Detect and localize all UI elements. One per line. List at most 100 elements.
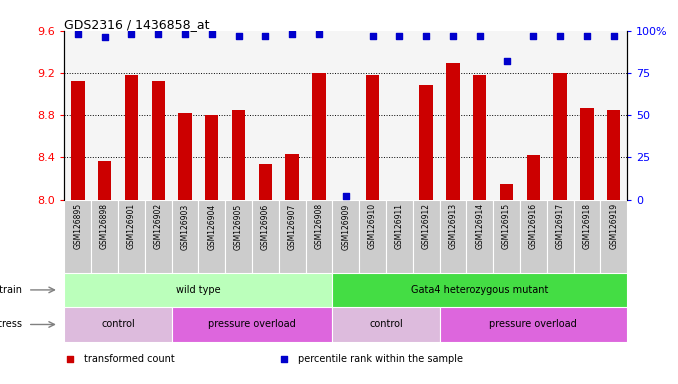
Bar xyxy=(172,200,199,273)
Text: GSM126913: GSM126913 xyxy=(448,204,458,250)
Point xyxy=(367,33,378,39)
Text: percentile rank within the sample: percentile rank within the sample xyxy=(298,354,463,364)
Bar xyxy=(553,73,567,200)
Text: stress: stress xyxy=(0,319,22,329)
Point xyxy=(582,33,593,39)
Text: transformed count: transformed count xyxy=(84,354,175,364)
Bar xyxy=(546,200,574,273)
Bar xyxy=(580,108,594,200)
Bar xyxy=(92,200,118,273)
Bar xyxy=(64,200,92,273)
Point xyxy=(279,356,290,362)
Bar xyxy=(125,75,138,200)
Bar xyxy=(199,200,225,273)
Text: wild type: wild type xyxy=(176,285,221,295)
Bar xyxy=(64,307,172,342)
Point xyxy=(475,33,485,39)
Point xyxy=(99,35,110,41)
Bar xyxy=(285,154,299,200)
Text: GSM126910: GSM126910 xyxy=(368,204,377,250)
Text: GSM126912: GSM126912 xyxy=(422,204,431,249)
Bar xyxy=(386,200,413,273)
Point xyxy=(501,58,512,64)
Bar xyxy=(172,307,332,342)
Point xyxy=(447,33,458,39)
Text: GSM126919: GSM126919 xyxy=(610,204,618,250)
Bar xyxy=(64,273,332,307)
Bar xyxy=(306,200,332,273)
Point xyxy=(180,31,191,37)
Text: GSM126916: GSM126916 xyxy=(529,204,538,250)
Text: GSM126906: GSM126906 xyxy=(261,204,270,250)
Point xyxy=(394,33,405,39)
Bar xyxy=(279,200,306,273)
Bar xyxy=(600,200,627,273)
Text: GSM126901: GSM126901 xyxy=(127,204,136,250)
Text: GSM126898: GSM126898 xyxy=(100,204,109,249)
Point xyxy=(313,31,324,37)
Bar xyxy=(145,200,172,273)
Text: GSM126904: GSM126904 xyxy=(207,204,216,250)
Point xyxy=(73,31,83,37)
Text: GDS2316 / 1436858_at: GDS2316 / 1436858_at xyxy=(64,18,210,31)
Text: Gata4 heterozygous mutant: Gata4 heterozygous mutant xyxy=(411,285,549,295)
Bar xyxy=(332,307,439,342)
Text: GSM126918: GSM126918 xyxy=(582,204,591,249)
Bar xyxy=(420,84,433,200)
Text: GSM126915: GSM126915 xyxy=(502,204,511,250)
Bar xyxy=(527,155,540,200)
Bar xyxy=(225,200,252,273)
Bar xyxy=(252,200,279,273)
Point xyxy=(528,33,539,39)
Text: pressure overload: pressure overload xyxy=(490,319,577,329)
Bar xyxy=(98,161,111,200)
Point xyxy=(555,33,565,39)
Bar xyxy=(439,200,466,273)
Point xyxy=(153,31,163,37)
Bar xyxy=(520,200,546,273)
Bar xyxy=(259,164,272,200)
Text: GSM126902: GSM126902 xyxy=(154,204,163,250)
Bar xyxy=(118,200,145,273)
Point xyxy=(608,33,619,39)
Point xyxy=(233,33,244,39)
Point xyxy=(287,31,298,37)
Bar xyxy=(466,200,493,273)
Text: GSM126911: GSM126911 xyxy=(395,204,404,249)
Bar xyxy=(574,200,600,273)
Bar xyxy=(607,110,620,200)
Bar xyxy=(439,307,627,342)
Bar xyxy=(413,200,439,273)
Bar xyxy=(232,110,245,200)
Text: control: control xyxy=(369,319,403,329)
Bar xyxy=(332,200,359,273)
Point xyxy=(126,31,137,37)
Text: GSM126909: GSM126909 xyxy=(341,204,351,250)
Text: pressure overload: pressure overload xyxy=(208,319,296,329)
Bar xyxy=(151,81,165,200)
Text: GSM126917: GSM126917 xyxy=(556,204,565,250)
Point xyxy=(421,33,432,39)
Text: GSM126907: GSM126907 xyxy=(287,204,297,250)
Bar xyxy=(359,200,386,273)
Text: control: control xyxy=(101,319,135,329)
Point xyxy=(260,33,271,39)
Text: GSM126895: GSM126895 xyxy=(73,204,82,250)
Text: GSM126905: GSM126905 xyxy=(234,204,243,250)
Text: GSM126914: GSM126914 xyxy=(475,204,484,250)
Bar xyxy=(332,273,627,307)
Bar xyxy=(313,73,325,200)
Bar xyxy=(473,75,486,200)
Text: GSM126908: GSM126908 xyxy=(315,204,323,250)
Bar xyxy=(366,75,379,200)
Bar xyxy=(493,200,520,273)
Text: GSM126903: GSM126903 xyxy=(180,204,189,250)
Point xyxy=(64,356,75,362)
Bar xyxy=(71,81,85,200)
Point xyxy=(340,193,351,199)
Bar xyxy=(446,63,460,200)
Bar xyxy=(178,113,192,200)
Point xyxy=(206,31,217,37)
Bar xyxy=(205,115,218,200)
Bar xyxy=(500,184,513,200)
